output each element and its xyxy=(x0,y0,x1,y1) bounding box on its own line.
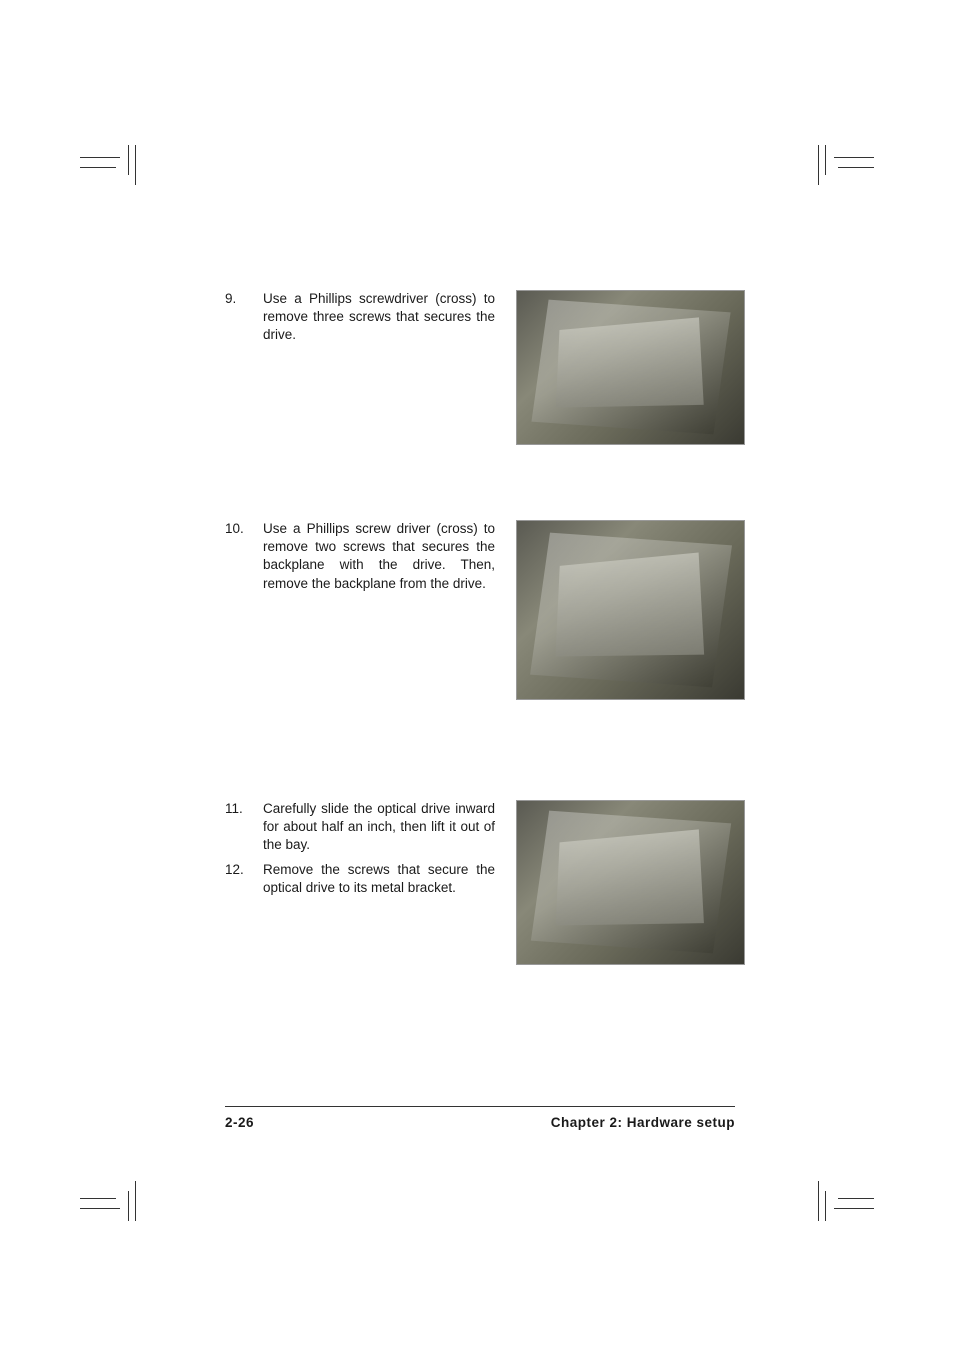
chapter-title: Chapter 2: Hardware setup xyxy=(551,1115,735,1130)
step-number: 10. xyxy=(225,520,253,538)
step-text: Remove the screws that secure the optica… xyxy=(263,861,495,897)
crop-mark-top-left xyxy=(80,145,140,205)
page-footer: 2-26 Chapter 2: Hardware setup xyxy=(225,1106,735,1130)
crop-mark-bottom-right xyxy=(814,1161,874,1221)
step-text: Carefully slide the optical drive inward… xyxy=(263,800,495,855)
step-number: 9. xyxy=(225,290,253,308)
hardware-photo xyxy=(516,800,745,965)
crop-mark-bottom-left xyxy=(80,1161,140,1221)
step-11-12-row: 11. Carefully slide the optical drive in… xyxy=(225,800,745,965)
step-10-image xyxy=(516,520,745,700)
hardware-photo xyxy=(516,290,745,445)
step-9-row: 9. Use a Phillips screwdriver (cross) to… xyxy=(225,290,745,445)
crop-mark-top-right xyxy=(814,145,874,205)
page-number: 2-26 xyxy=(225,1115,254,1130)
step-text: Use a Phillips screw driver (cross) to r… xyxy=(263,520,495,593)
step-11-image xyxy=(516,800,745,965)
step-number: 11. xyxy=(225,800,253,818)
step-9-image xyxy=(516,290,745,445)
step-10-row: 10. Use a Phillips screw driver (cross) … xyxy=(225,520,745,700)
step-number: 12. xyxy=(225,861,253,879)
hardware-photo xyxy=(516,520,745,700)
step-text: Use a Phillips screwdriver (cross) to re… xyxy=(263,290,495,345)
